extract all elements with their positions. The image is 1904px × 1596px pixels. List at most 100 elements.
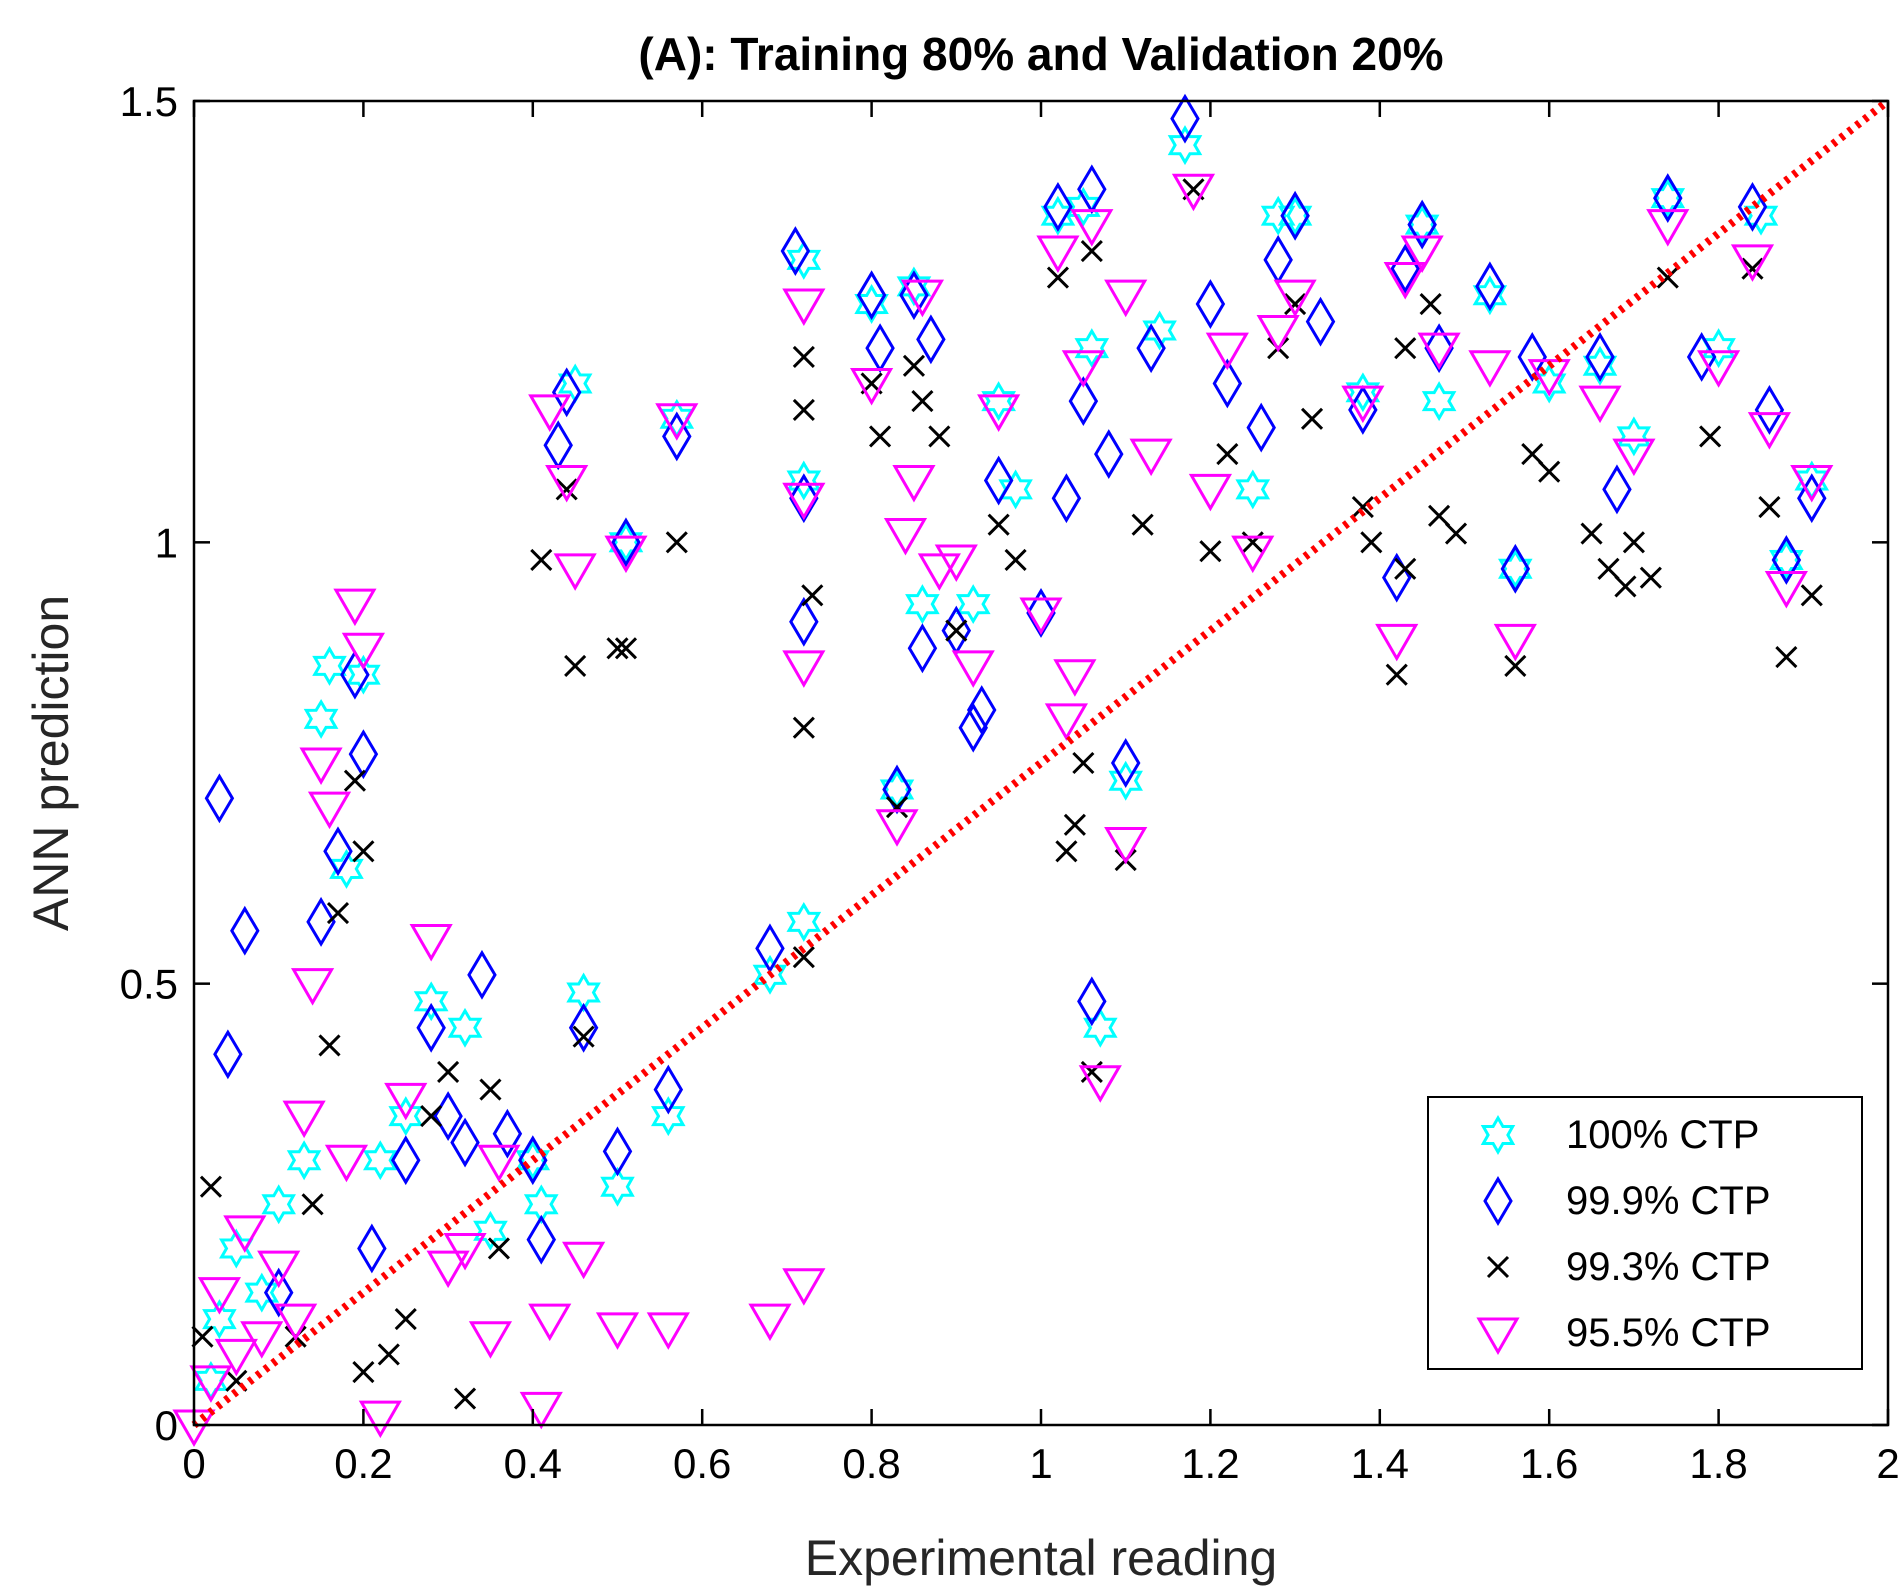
data-point: [875, 809, 919, 847]
data-point: [1653, 173, 1683, 224]
legend-label-99-3-ctp: 99.3% CTP: [1566, 1245, 1771, 1289]
data-point: [301, 1193, 324, 1216]
data-point: [782, 650, 826, 688]
data-point: [467, 949, 497, 1000]
data-point: [1351, 495, 1374, 519]
data-point: [899, 270, 929, 321]
data-point: [1646, 209, 1690, 247]
data-point: [1044, 703, 1089, 741]
data-point: [782, 288, 826, 327]
data-point: [1046, 266, 1070, 289]
data-point: [363, 1140, 398, 1181]
data-point: [1468, 350, 1512, 388]
data-point: [526, 1214, 557, 1265]
data-point: [1390, 243, 1420, 294]
data-point: [413, 981, 449, 1022]
data-point: [1171, 173, 1216, 212]
data-point: [426, 1250, 470, 1289]
data-point: [1656, 266, 1679, 289]
data-point: [1094, 429, 1124, 480]
data-point: [1385, 663, 1408, 686]
data-point: [1775, 646, 1798, 669]
data-point: [1639, 566, 1662, 589]
data-point: [945, 619, 968, 642]
data-point: [437, 1060, 460, 1083]
data-point: [391, 1135, 421, 1186]
data-point: [528, 1303, 572, 1342]
data-point: [257, 1250, 301, 1289]
data-point: [528, 394, 572, 432]
data-point: [263, 1267, 294, 1318]
data-point: [604, 535, 648, 574]
data-point: [896, 266, 932, 307]
data-point: [358, 1400, 402, 1439]
x-tick-label: 0.2: [334, 1440, 392, 1487]
data-point: [905, 584, 940, 625]
data-point: [665, 531, 688, 554]
data-point: [1538, 460, 1561, 483]
data-point: [1205, 332, 1249, 371]
y-tick-label: 1.5: [120, 78, 178, 125]
data-point: [883, 518, 928, 556]
legend: 100% CTP 99.9% CTP 99.3% CTP 95.5% CTP: [1427, 1096, 1863, 1370]
data-point: [1697, 350, 1741, 388]
data-point: [655, 403, 699, 441]
series-3-points: [191, 178, 1823, 1410]
data-point: [1212, 358, 1243, 409]
data-point: [789, 596, 819, 647]
data-point: [958, 702, 988, 753]
data-point: [1797, 473, 1827, 524]
data-point: [1083, 1007, 1118, 1048]
data-point: [1699, 425, 1722, 448]
legend-marker: [1480, 1114, 1516, 1156]
data-point: [1131, 513, 1154, 536]
data-point: [653, 1064, 684, 1115]
data-point: [286, 1140, 322, 1181]
data-point: [1345, 372, 1381, 413]
legend-label-100-ctp: 100% CTP: [1566, 1113, 1759, 1157]
data-point: [515, 1140, 551, 1181]
data-point: [1790, 465, 1834, 503]
data-point: [1375, 623, 1419, 662]
data-point: [492, 1108, 523, 1159]
data-point: [199, 1175, 223, 1198]
data-point: [564, 654, 587, 677]
data-point: [1070, 209, 1114, 247]
legend-marker: [1486, 1255, 1510, 1279]
data-point: [1612, 438, 1656, 477]
legend-label-95-5-ctp: 95.5% CTP: [1566, 1311, 1771, 1355]
data-point: [1580, 522, 1603, 545]
data-point: [934, 544, 978, 582]
x-tick-label: 0: [182, 1440, 205, 1487]
data-layer: [172, 93, 1834, 1448]
data-point: [1394, 557, 1417, 580]
data-point: [977, 394, 1021, 432]
data-point: [1195, 279, 1226, 329]
data-point: [1578, 385, 1622, 424]
y-tick-label: 1: [155, 519, 178, 566]
data-point: [555, 478, 578, 501]
y-tick-label: 0: [155, 1402, 178, 1449]
data-point: [1622, 531, 1645, 554]
data-point: [850, 367, 894, 406]
data-point: [326, 901, 350, 925]
data-point: [290, 968, 335, 1006]
data-point: [299, 747, 343, 786]
data-point: [450, 1117, 480, 1168]
data-point: [1170, 93, 1200, 144]
data-point: [1108, 760, 1143, 801]
data-point: [651, 1096, 686, 1137]
data-point: [274, 1303, 318, 1342]
data-point: [900, 279, 945, 318]
data-point: [911, 390, 934, 413]
data-point: [1585, 332, 1615, 382]
y-axis-title: ANN prediction: [23, 595, 79, 931]
data-point: [1500, 543, 1531, 594]
data-point: [261, 1184, 296, 1225]
data-point: [1754, 384, 1785, 435]
data-point: [1260, 195, 1296, 236]
data-point: [1136, 323, 1166, 374]
data-point: [998, 469, 1033, 510]
data-point: [420, 1105, 443, 1128]
data-point: [409, 924, 453, 962]
